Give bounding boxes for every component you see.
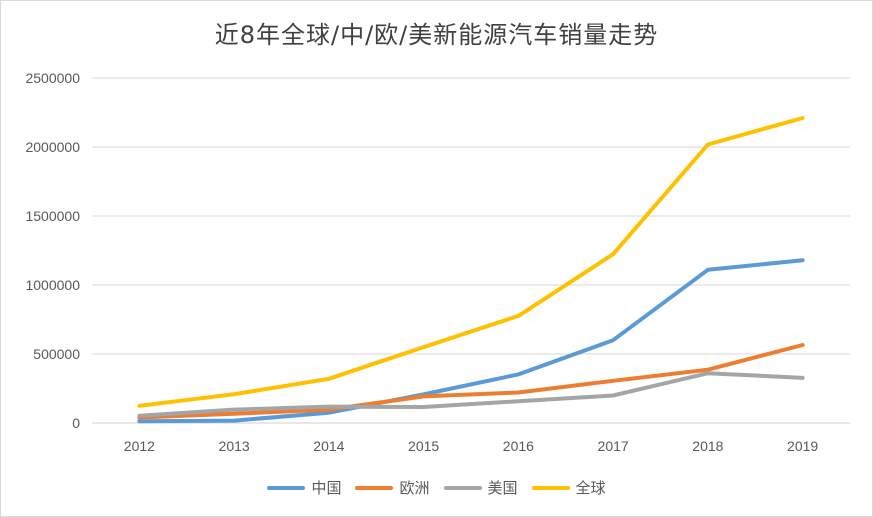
legend-item: 美国	[443, 477, 518, 498]
x-tick-label: 2012	[124, 438, 155, 454]
legend-label: 美国	[487, 479, 518, 497]
legend-item: 中国	[267, 477, 341, 498]
y-tick-label: 1000000	[25, 277, 80, 293]
plot-area: 0 500000 1000000 1500000 2000000 2500000 2012 2…	[25, 70, 850, 454]
legend-swatch	[531, 485, 570, 490]
legend-item: 全球	[531, 477, 606, 498]
series-line	[137, 343, 805, 420]
x-tick-label: 2016	[503, 438, 534, 454]
y-tick-label: 2000000	[25, 139, 80, 155]
chart-title: 近8年全球/中/欧/美新能源汽车销量走势	[214, 21, 659, 49]
legend-swatch	[443, 485, 482, 490]
legend-label: 欧洲	[399, 479, 430, 497]
x-tick-label: 2019	[787, 438, 818, 454]
series-line	[137, 258, 805, 424]
x-tick-label: 2014	[313, 438, 344, 454]
x-tick-label: 2018	[692, 438, 723, 454]
legend-swatch	[267, 485, 306, 490]
x-tick-label: 2015	[408, 438, 439, 454]
x-tick-label: 2017	[598, 438, 629, 454]
x-tick-label: 2013	[219, 438, 250, 454]
series-line	[137, 371, 805, 418]
y-tick-label: 2500000	[25, 70, 80, 86]
legend-label: 全球	[575, 479, 606, 497]
legend-swatch	[355, 485, 394, 490]
y-tick-label: 1500000	[25, 208, 80, 224]
y-tick-label: 500000	[33, 346, 80, 362]
legend-item: 欧洲	[355, 477, 430, 498]
legend-label: 中国	[311, 479, 342, 497]
legend: 中国 欧洲 美国 全球	[1, 477, 872, 498]
y-tick-label: 0	[72, 415, 80, 431]
series-line	[137, 116, 805, 408]
